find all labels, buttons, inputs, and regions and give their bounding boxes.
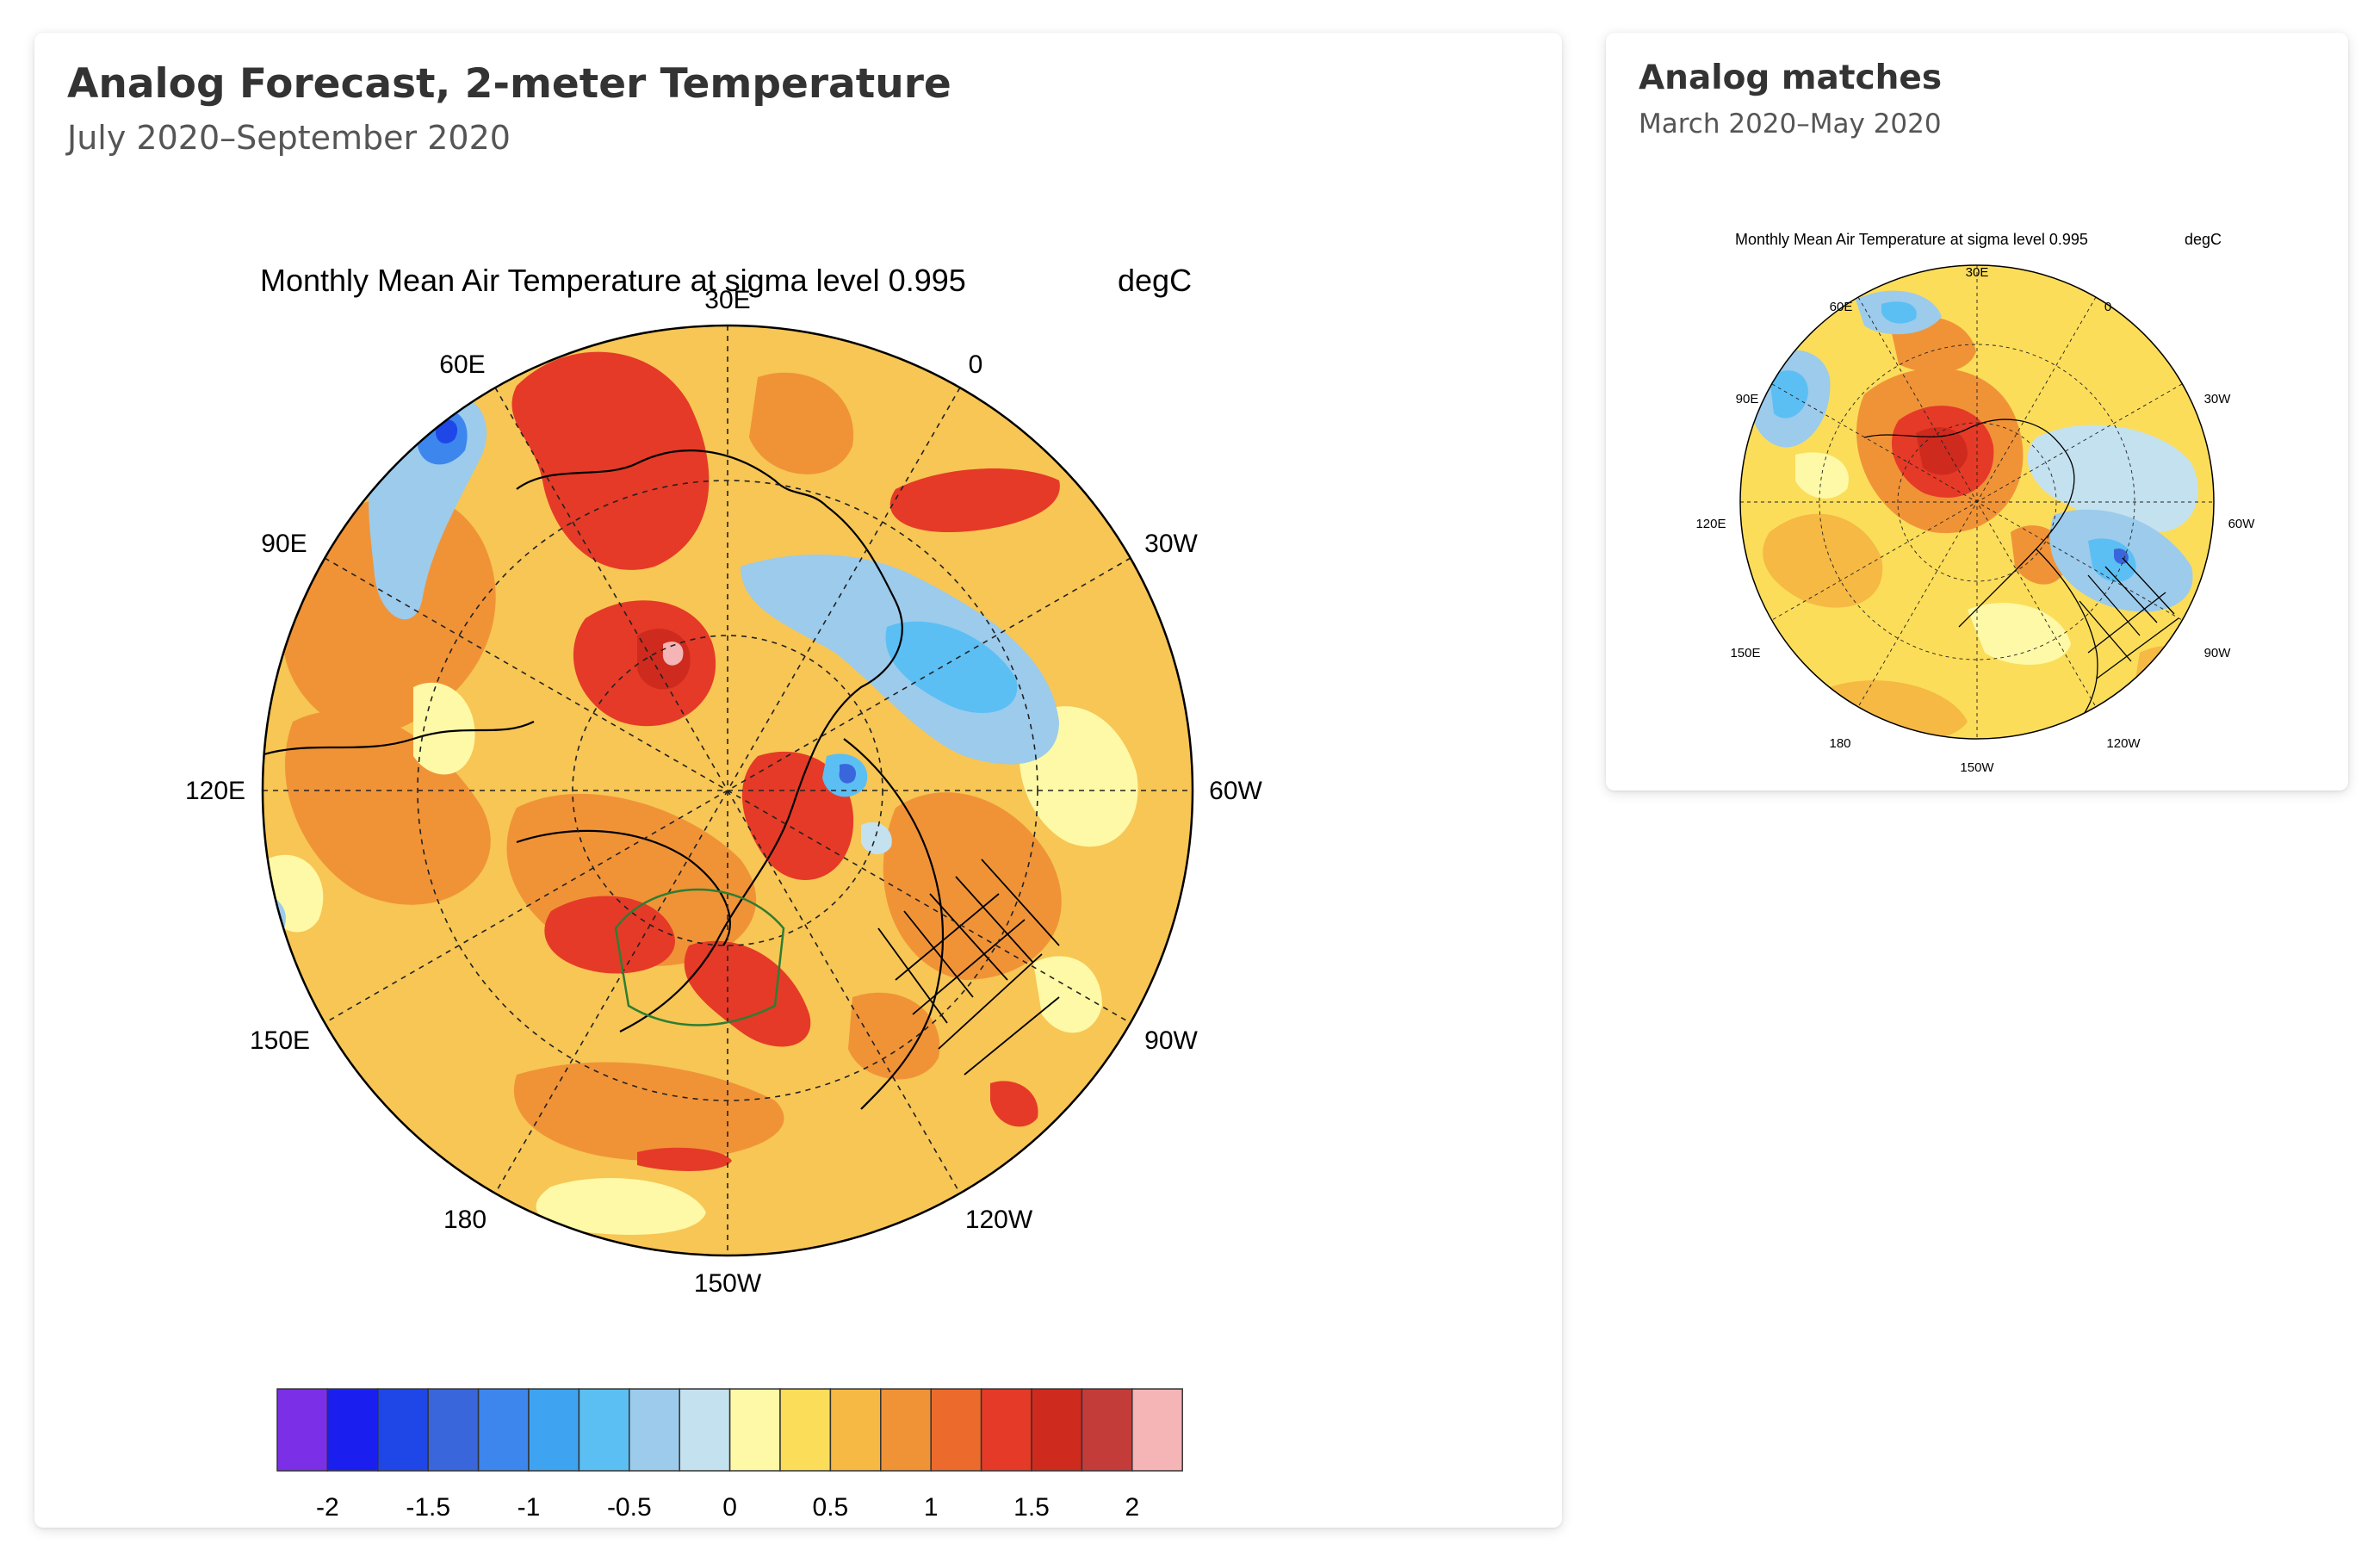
colorbar-labels: -2 -1.5 -1 -0.5 0 0.5 1 1.5 2: [316, 1493, 1139, 1522]
forecast-subtitle: July 2020–September 2020: [67, 119, 511, 157]
colorbar-swatch: [779, 1388, 832, 1472]
lon-label-30e: 30E: [704, 286, 750, 314]
matches-subtitle: March 2020–May 2020: [1639, 108, 1942, 140]
forecast-figure: Monthly Mean Air Temperature at sigma le…: [185, 263, 1263, 1522]
colorbar-swatch: [276, 1388, 329, 1472]
colorbar-swatch: [578, 1388, 630, 1472]
colorbar-swatch: [326, 1388, 379, 1472]
colorbar-swatch: [829, 1388, 882, 1472]
lon-label-180: 180: [443, 1206, 487, 1234]
matches-lon-label-90e: 90E: [1736, 392, 1759, 406]
colorbar-swatch: [930, 1388, 982, 1472]
lon-label-0: 0: [969, 350, 983, 379]
colorbar-swatch: [880, 1388, 932, 1472]
colorbar-tick-label: -1: [518, 1493, 541, 1522]
matches-lon-label-180: 180: [1829, 736, 1850, 751]
colorbar-swatch: [980, 1388, 1032, 1472]
map-title: Monthly Mean Air Temperature at sigma le…: [260, 263, 966, 298]
colorbar-swatch: [477, 1388, 530, 1472]
colorbar-tick-label: -1.5: [406, 1493, 450, 1522]
matches-lon-label-60w: 60W: [2228, 517, 2256, 531]
lon-label-90e: 90E: [261, 530, 307, 558]
matches-lon-label-0: 0: [2104, 300, 2111, 314]
lon-label-60e: 60E: [439, 350, 485, 379]
matches-anomaly-map: [1739, 264, 2215, 740]
colorbar-tick-label: 1.5: [1013, 1493, 1050, 1522]
lon-label-120e: 120E: [185, 777, 245, 805]
colorbar-swatch: [1131, 1388, 1183, 1472]
matches-lon-label-120e: 120E: [1695, 517, 1726, 531]
lon-label-60w: 60W: [1209, 777, 1262, 805]
lon-label-120w: 120W: [965, 1206, 1033, 1234]
colorbar-swatch: [528, 1388, 580, 1472]
temperature-anomaly-map: [261, 324, 1194, 1257]
forecast-card: Analog Forecast, 2-meter Temperature Jul…: [34, 33, 1562, 1528]
longitude-labels: 30E 0 60E 30W 90E 60W 120E 90W 150E 120W…: [185, 286, 1263, 1298]
colorbar-tick-label: -2: [316, 1493, 339, 1522]
colorbar-swatch: [679, 1388, 731, 1472]
colorbar-tick-label: 0.5: [813, 1493, 849, 1522]
colorbar-tick-label: 0: [722, 1493, 737, 1522]
colorbar-tick-label: 1: [924, 1493, 939, 1522]
lon-label-150w: 150W: [694, 1269, 762, 1298]
colorbar-swatch: [1031, 1388, 1083, 1472]
matches-lon-label-150e: 150E: [1730, 646, 1760, 660]
matches-map-title: Monthly Mean Air Temperature at sigma le…: [1735, 231, 2088, 248]
colorbar-swatch: [728, 1388, 781, 1472]
colorbar-swatch: [629, 1388, 680, 1472]
lon-label-30w: 30W: [1144, 530, 1198, 558]
matches-lon-label-30w: 30W: [2204, 392, 2232, 406]
matches-figure: Monthly Mean Air Temperature at sigma le…: [1695, 231, 2255, 773]
matches-lon-label-90w: 90W: [2204, 646, 2232, 660]
matches-title: Analog matches: [1639, 59, 1943, 97]
colorbar-swatch: [427, 1388, 480, 1472]
colorbar-swatch: [1081, 1388, 1133, 1472]
map-units: degC: [1118, 263, 1192, 298]
matches-lon-label-30e: 30E: [1966, 265, 1989, 280]
matches-map-units: degC: [2185, 231, 2222, 248]
colorbar-tick-label: 2: [1125, 1493, 1139, 1522]
colorbar-swatch: [377, 1388, 429, 1472]
colorbar-tick-label: -0.5: [607, 1493, 652, 1522]
matches-lon-label-60e: 60E: [1830, 300, 1853, 314]
matches-lon-label-120w: 120W: [2106, 736, 2141, 751]
colorbar: [276, 1388, 1183, 1472]
lon-label-90w: 90W: [1144, 1026, 1198, 1055]
forecast-title: Analog Forecast, 2-meter Temperature: [67, 60, 951, 108]
lon-label-150e: 150E: [250, 1026, 310, 1055]
matches-longitude-labels: 30E 0 60E 30W 90E 60W 120E 90W 150E 120W…: [1695, 265, 2255, 773]
analog-matches-card: Analog matches March 2020–May 2020 Month…: [1606, 33, 2348, 790]
matches-lon-label-150w: 150W: [1960, 760, 1994, 773]
